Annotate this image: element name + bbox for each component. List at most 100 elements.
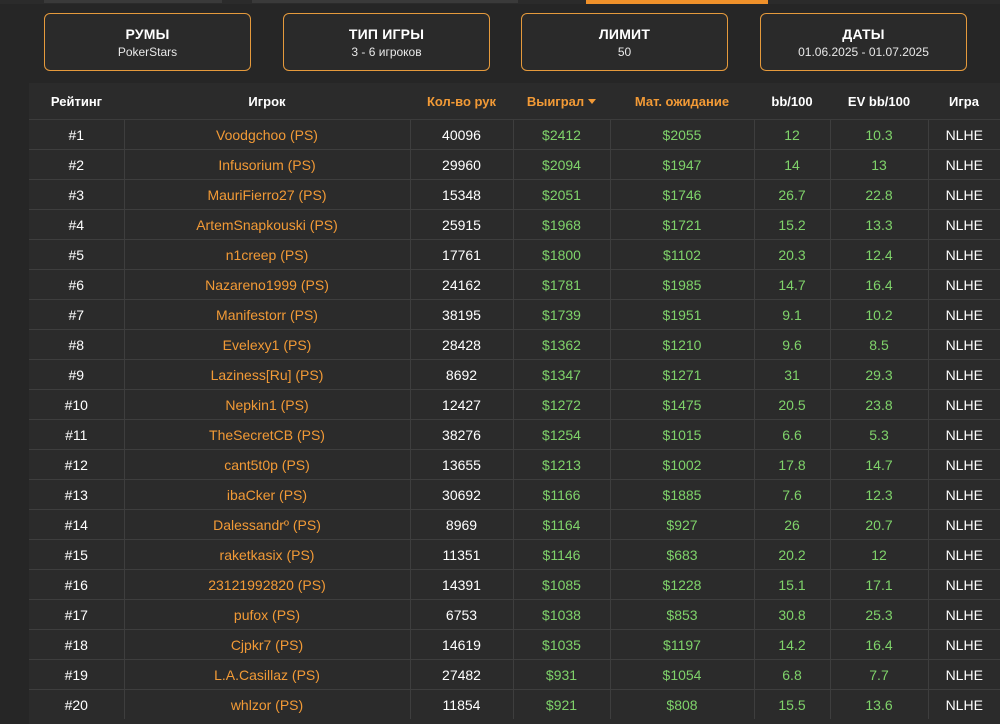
cell-ev: $808 [610,689,755,719]
cell-evbb100: 16.4 [830,269,929,300]
cell-player-link[interactable]: Dalessandrº (PS) [124,509,411,540]
top-tab[interactable] [252,0,518,3]
table-row[interactable]: #12 cant5t0p (PS) 13655 $1213 $1002 17.8 14.7 N… [29,449,1000,480]
col-header-rank[interactable]: Рейтинг [29,83,124,120]
cell-won: $1800 [513,239,611,270]
cell-ev: $853 [610,599,755,630]
cell-hands: 29960 [410,149,514,180]
leaderboard-table-container[interactable]: Рейтинг Игрок Кол-во рук Выиграл Мат. ож… [29,83,1000,724]
cell-evbb100: 14.7 [830,449,929,480]
cell-hands: 11854 [410,689,514,719]
cell-player-link[interactable]: n1creep (PS) [124,239,411,270]
table-row[interactable]: #4 ArtemSnapkouski (PS) 25915 $1968 $1721 15.… [29,209,1000,240]
cell-player-link[interactable]: MauriFierro27 (PS) [124,179,411,210]
cell-game: NLHE [928,299,1000,330]
col-header-player[interactable]: Игрок [124,83,410,120]
cell-player-link[interactable]: L.A.Casillaz (PS) [124,659,411,690]
cell-ev: $2055 [610,119,755,150]
cell-bb100: 31 [754,359,831,390]
cell-hands: 13655 [410,449,514,480]
col-header-bb100[interactable]: bb/100 [754,83,830,120]
table-row[interactable]: #2 Infusorium (PS) 29960 $2094 $1947 14 13 NLHE [29,149,1000,180]
cell-bb100: 15.1 [754,569,831,600]
cell-ev: $1985 [610,269,755,300]
cell-player-link[interactable]: Nepkin1 (PS) [124,389,411,420]
cell-player-link[interactable]: TheSecretCB (PS) [124,419,411,450]
cell-player-link[interactable]: cant5t0p (PS) [124,449,411,480]
top-tab-strip [0,0,1000,4]
table-row[interactable]: #8 Evelexy1 (PS) 28428 $1362 $1210 9.6 8.5 NLHE [29,329,1000,360]
cell-game: NLHE [928,659,1000,690]
cell-evbb100: 29.3 [830,359,929,390]
cell-player-link[interactable]: raketkasix (PS) [124,539,411,570]
table-row[interactable]: #17 pufox (PS) 6753 $1038 $853 30.8 25.3 NLHE [29,599,1000,630]
cell-won: $1038 [513,599,611,630]
cell-ev: $1054 [610,659,755,690]
cell-evbb100: 17.1 [830,569,929,600]
cell-bb100: 26 [754,509,831,540]
filter-title: ДАТЫ [842,26,885,42]
col-header-won[interactable]: Выиграл [513,83,610,120]
cell-won: $1213 [513,449,611,480]
cell-player-link[interactable]: Voodgchoo (PS) [124,119,411,150]
col-header-ev[interactable]: Мат. ожидание [610,83,754,120]
table-row[interactable]: #20 whlzor (PS) 11854 $921 $808 15.5 13.6 NLHE [29,689,1000,719]
col-header-hands[interactable]: Кол-во рук [410,83,513,120]
table-row[interactable]: #15 raketkasix (PS) 11351 $1146 $683 20.2 12 NL… [29,539,1000,570]
cell-player-link[interactable]: whlzor (PS) [124,689,411,719]
cell-evbb100: 13.6 [830,689,929,719]
cell-rank: #19 [29,659,125,690]
cell-bb100: 15.2 [754,209,831,240]
cell-hands: 28428 [410,329,514,360]
table-row[interactable]: #10 Nepkin1 (PS) 12427 $1272 $1475 20.5 23.8 NL… [29,389,1000,420]
cell-hands: 14619 [410,629,514,660]
cell-player-link[interactable]: Nazareno1999 (PS) [124,269,411,300]
cell-player-link[interactable]: Cjpkr7 (PS) [124,629,411,660]
cell-bb100: 14.2 [754,629,831,660]
cell-player-link[interactable]: Infusorium (PS) [124,149,411,180]
dates-filter[interactable]: ДАТЫ 01.06.2025 - 01.07.2025 [760,13,967,71]
cell-won: $1035 [513,629,611,660]
cell-won: $1347 [513,359,611,390]
col-header-game[interactable]: Игра [928,83,1000,120]
table-row[interactable]: #11 TheSecretCB (PS) 38276 $1254 $1015 6.6 5.3… [29,419,1000,450]
cell-ev: $1102 [610,239,755,270]
cell-game: NLHE [928,359,1000,390]
cell-player-link[interactable]: ArtemSnapkouski (PS) [124,209,411,240]
table-row[interactable]: #5 n1creep (PS) 17761 $1800 $1102 20.3 12.4 NLH… [29,239,1000,270]
cell-rank: #8 [29,329,125,360]
cell-player-link[interactable]: Laziness[Ru] (PS) [124,359,411,390]
table-row[interactable]: #16 23121992820 (PS) 14391 $1085 $1228 15.1 17… [29,569,1000,600]
table-row[interactable]: #14 Dalessandrº (PS) 8969 $1164 $927 26 20.7 NL… [29,509,1000,540]
cell-evbb100: 20.7 [830,509,929,540]
cell-rank: #10 [29,389,125,420]
cell-rank: #2 [29,149,125,180]
table-row[interactable]: #13 ibaCker (PS) 30692 $1166 $1885 7.6 12.3 NLH… [29,479,1000,510]
table-row[interactable]: #6 Nazareno1999 (PS) 24162 $1781 $1985 14.7 16… [29,269,1000,300]
table-row[interactable]: #9 Laziness[Ru] (PS) 8692 $1347 $1271 31 29.3 N… [29,359,1000,390]
table-row[interactable]: #1 Voodgchoo (PS) 40096 $2412 $2055 12 10.3 NLH… [29,119,1000,150]
cell-player-link[interactable]: ibaCker (PS) [124,479,411,510]
table-row[interactable]: #7 Manifestorr (PS) 38195 $1739 $1951 9.1 10.2… [29,299,1000,330]
cell-player-link[interactable]: Evelexy1 (PS) [124,329,411,360]
cell-player-link[interactable]: Manifestorr (PS) [124,299,411,330]
active-tab-indicator[interactable] [586,0,768,4]
table-row[interactable]: #19 L.A.Casillaz (PS) 27482 $931 $1054 6.8 7.7… [29,659,1000,690]
table-row[interactable]: #18 Cjpkr7 (PS) 14619 $1035 $1197 14.2 16.4 NLH… [29,629,1000,660]
table-row[interactable]: #3 MauriFierro27 (PS) 15348 $2051 $1746 26.7 2… [29,179,1000,210]
cell-evbb100: 12.4 [830,239,929,270]
cell-won: $1164 [513,509,611,540]
cell-evbb100: 8.5 [830,329,929,360]
col-header-evbb100[interactable]: EV bb/100 [830,83,928,120]
cell-ev: $1210 [610,329,755,360]
game-type-filter[interactable]: ТИП ИГРЫ 3 - 6 игроков [283,13,490,71]
top-tab[interactable] [44,0,222,3]
cell-game: NLHE [928,479,1000,510]
cell-rank: #18 [29,629,125,660]
limit-filter[interactable]: ЛИМИТ 50 [521,13,728,71]
col-header-ev-label: Мат. ожидание [634,93,730,109]
rooms-filter[interactable]: РУМЫ PokerStars [44,13,251,71]
cell-player-link[interactable]: 23121992820 (PS) [124,569,411,600]
cell-player-link[interactable]: pufox (PS) [124,599,411,630]
cell-evbb100: 7.7 [830,659,929,690]
